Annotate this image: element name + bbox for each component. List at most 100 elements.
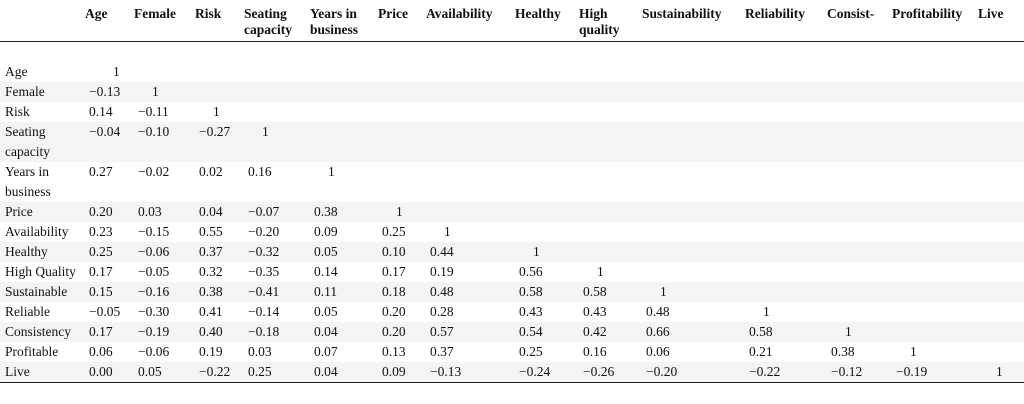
- column-header: Sustainability: [642, 0, 745, 42]
- table-row: Age 1: [0, 62, 1024, 82]
- correlation-value-text: 0.03: [138, 204, 162, 219]
- correlation-value: −0.14: [244, 302, 310, 322]
- column-header: Price: [378, 0, 426, 42]
- correlation-value-text: −0.18: [248, 324, 280, 339]
- correlation-value: 1: [642, 282, 745, 302]
- empty-cell: [978, 162, 1024, 202]
- empty-cell: [827, 82, 892, 102]
- empty-cell: [978, 282, 1024, 302]
- row-label: Sustainable: [0, 282, 85, 302]
- correlation-value-text: 1: [396, 204, 403, 219]
- empty-cell: [745, 202, 827, 222]
- table-body: Age 1 Female −0.13 1 Risk 0.14 −0.11 1 Seating ca…: [0, 42, 1024, 383]
- correlation-value: 0.32: [195, 262, 244, 282]
- correlation-value-text: 0.09: [314, 224, 338, 239]
- correlation-value-text: 1: [113, 64, 120, 79]
- correlation-value: 0.17: [378, 262, 426, 282]
- correlation-value: −0.06: [134, 242, 195, 262]
- table-row: Years in business 0.27 −0.02 0.02 0.16 1: [0, 162, 1024, 202]
- empty-cell: [579, 202, 642, 222]
- empty-cell: [579, 102, 642, 122]
- empty-cell: [642, 62, 745, 82]
- empty-cell: [827, 202, 892, 222]
- row-label: Live: [0, 362, 85, 383]
- correlation-value: 1: [892, 342, 978, 362]
- correlation-value-text: 0.20: [89, 204, 113, 219]
- correlation-value: 0.03: [134, 202, 195, 222]
- empty-cell: [827, 242, 892, 262]
- correlation-value: 0.04: [310, 322, 378, 342]
- empty-cell: [827, 162, 892, 202]
- correlation-value: 1: [85, 62, 134, 82]
- header-row: Age Female Risk Seating capacity Years in bu…: [0, 0, 1024, 42]
- correlation-value: −0.15: [134, 222, 195, 242]
- correlation-value-text: 0.38: [199, 284, 223, 299]
- empty-cell: [978, 122, 1024, 162]
- correlation-value: 0.57: [426, 322, 515, 342]
- empty-cell: [642, 102, 745, 122]
- empty-cell: [244, 62, 310, 82]
- correlation-value-text: −0.35: [248, 264, 280, 279]
- correlation-value: −0.10: [134, 122, 195, 162]
- correlation-value: 0.56: [515, 262, 579, 282]
- correlation-value-text: −0.11: [138, 104, 169, 119]
- correlation-value: 0.06: [85, 342, 134, 362]
- row-label: Price: [0, 202, 85, 222]
- correlation-value: 1: [195, 102, 244, 122]
- correlation-value: 0.42: [579, 322, 642, 342]
- column-header: Profitability: [892, 0, 978, 42]
- empty-cell: [515, 82, 579, 102]
- correlation-value-text: −0.14: [248, 304, 280, 319]
- table-row: Sustainable 0.15 −0.16 0.38 −0.41 0.11 0.18 0.4…: [0, 282, 1024, 302]
- correlation-value-text: 0.04: [199, 204, 223, 219]
- correlation-value: 0.23: [85, 222, 134, 242]
- correlation-value: 1: [310, 162, 378, 202]
- empty-cell: [827, 282, 892, 302]
- column-header: Age: [85, 0, 134, 42]
- correlation-value-text: 0.20: [382, 324, 406, 339]
- row-label: Availability: [5, 224, 69, 239]
- correlation-value-text: 0.38: [831, 344, 855, 359]
- correlation-value-text: −0.20: [248, 224, 280, 239]
- empty-cell: [642, 242, 745, 262]
- empty-cell: [827, 302, 892, 322]
- correlation-value: 0.20: [378, 322, 426, 342]
- empty-cell: [892, 302, 978, 322]
- correlation-value-text: 0.18: [382, 284, 406, 299]
- empty-cell: [134, 62, 195, 82]
- correlation-value: −0.22: [745, 362, 827, 383]
- correlation-value-text: 0.05: [314, 304, 338, 319]
- empty-cell: [642, 122, 745, 162]
- correlation-value: −0.16: [134, 282, 195, 302]
- correlation-value-text: −0.05: [138, 264, 170, 279]
- correlation-value-text: −0.19: [896, 364, 928, 379]
- empty-cell: [515, 162, 579, 202]
- column-header: Seating capacity: [244, 0, 310, 42]
- correlation-matrix-table: Age Female Risk Seating capacity Years in bu…: [0, 0, 1024, 383]
- table-row: Healthy 0.25 −0.06 0.37 −0.32 0.05 0.10 0.44 1: [0, 242, 1024, 262]
- correlation-value: −0.06: [134, 342, 195, 362]
- empty-cell: [378, 122, 426, 162]
- empty-cell: [827, 122, 892, 162]
- correlation-value-text: 0.05: [138, 364, 162, 379]
- correlation-value: 0.25: [378, 222, 426, 242]
- correlation-value: −0.30: [134, 302, 195, 322]
- correlation-value-text: 0.14: [314, 264, 338, 279]
- correlation-value-text: −0.12: [831, 364, 863, 379]
- correlation-value: 1: [745, 302, 827, 322]
- empty-cell: [745, 62, 827, 82]
- correlation-value: 0.41: [195, 302, 244, 322]
- empty-cell: [745, 282, 827, 302]
- correlation-value-text: 0.16: [248, 164, 272, 179]
- correlation-value-text: 1: [763, 304, 770, 319]
- correlation-value-text: 1: [444, 224, 451, 239]
- correlation-value-text: 0.56: [519, 264, 543, 279]
- correlation-value: 0.09: [378, 362, 426, 383]
- correlation-value-text: 0.55: [199, 224, 223, 239]
- empty-cell: [978, 322, 1024, 342]
- correlation-value-text: 0.20: [382, 304, 406, 319]
- table-row: High Quality 0.17 −0.05 0.32 −0.35 0.14 0.17 0.…: [0, 262, 1024, 282]
- header-corner: [0, 0, 85, 42]
- correlation-value: −0.20: [244, 222, 310, 242]
